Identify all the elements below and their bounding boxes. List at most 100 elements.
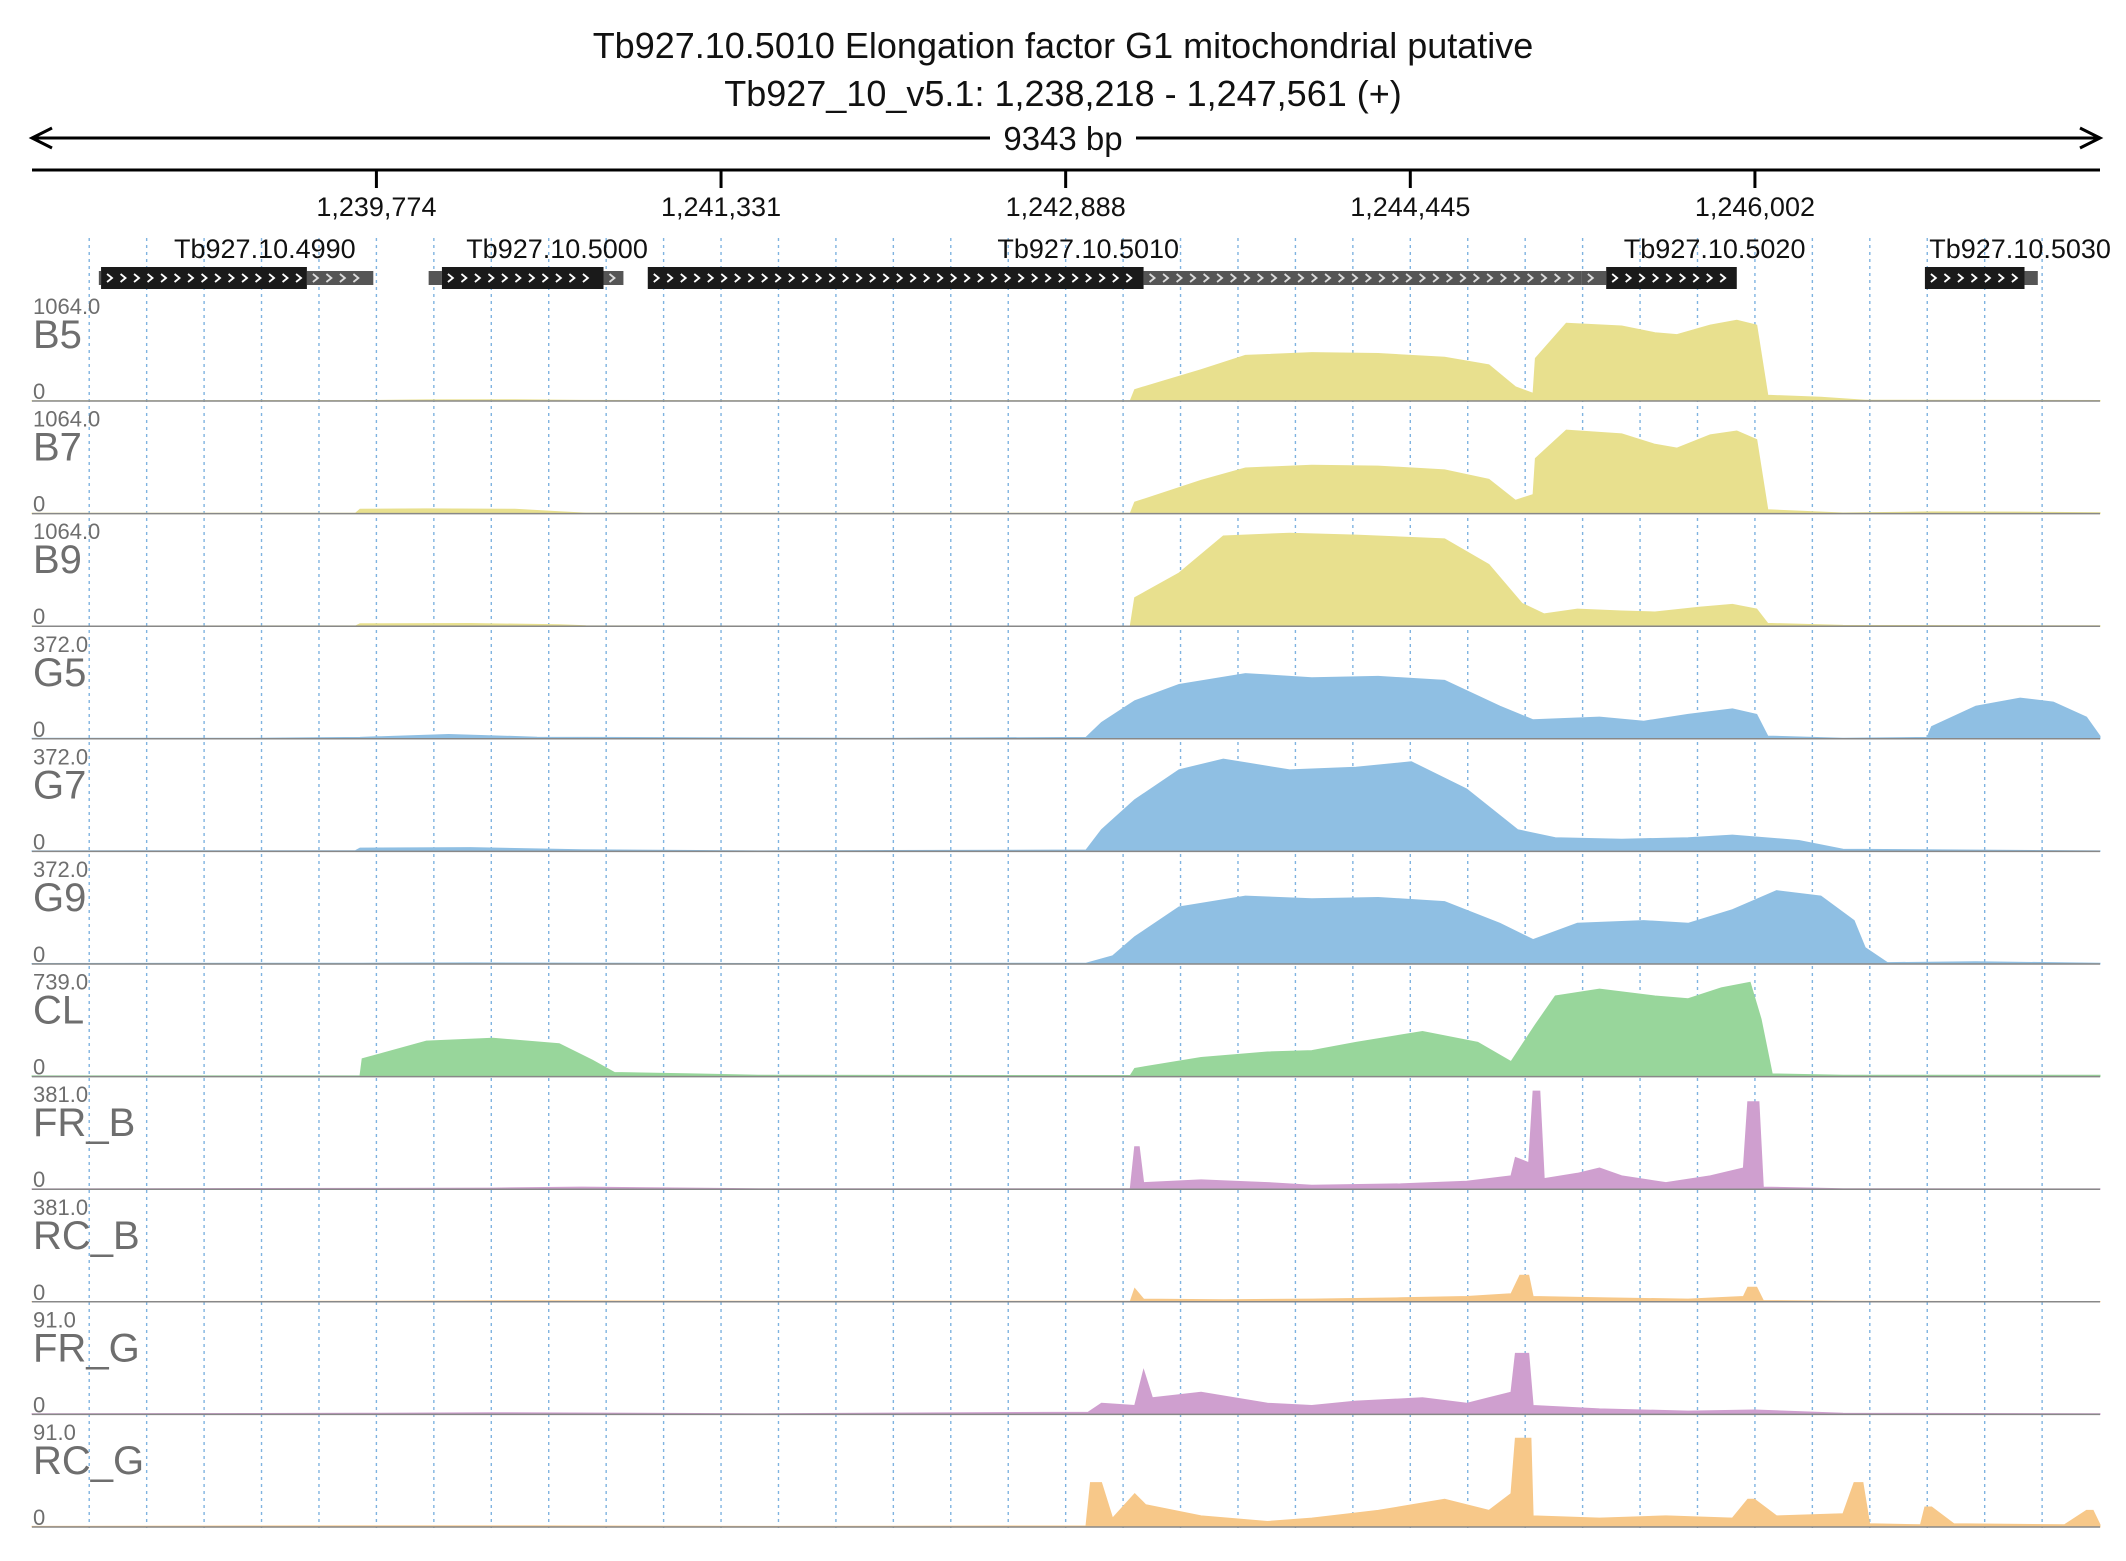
track-cl: 739.0CL 0 xyxy=(31,970,2101,1080)
strand-chevron xyxy=(990,273,998,283)
strand-chevron xyxy=(1176,273,1184,283)
strand-chevron xyxy=(1692,273,1700,283)
strand-chevron xyxy=(869,273,877,283)
coverage-area xyxy=(31,319,2101,402)
strand-chevron xyxy=(1031,273,1039,283)
strand-chevron xyxy=(1230,273,1238,283)
strand-chevron xyxy=(1719,273,1727,283)
track-name-label: G7 xyxy=(33,763,86,807)
track-b5: 1064.0B5 0 xyxy=(31,294,2101,404)
track-zero-label: 0 xyxy=(33,379,45,404)
strand-chevron xyxy=(339,273,347,283)
strand-chevron xyxy=(325,273,333,283)
strand-chevron xyxy=(352,273,360,283)
strand-chevron xyxy=(133,273,141,283)
strand-chevron xyxy=(788,273,796,283)
strand-chevron xyxy=(680,273,688,283)
strand-chevron xyxy=(815,273,823,283)
track-b9: 1064.0B9 0 xyxy=(31,519,2101,629)
gene-Tb927-10-5010: Tb927.10.5010 xyxy=(647,234,1582,289)
track-name-label: FR_B xyxy=(33,1101,135,1145)
strand-chevron xyxy=(501,273,509,283)
strand-chevron xyxy=(1044,273,1052,283)
strand-chevron xyxy=(312,273,320,283)
track-max-label: 372.0 xyxy=(33,857,88,882)
track-max-label: 1064.0 xyxy=(33,519,100,544)
coverage-area xyxy=(31,1090,2101,1190)
strand-chevron xyxy=(447,273,455,283)
strand-chevron xyxy=(1378,273,1386,283)
axis-ticks: 1,239,774 1,241,331 1,242,888 1,244,445 1,24… xyxy=(316,170,1815,222)
gene-utr xyxy=(1143,271,1582,285)
axis-tick-label: 1,241,331 xyxy=(661,192,781,222)
gene-cds xyxy=(441,267,604,289)
track-max-label: 739.0 xyxy=(33,970,88,995)
coverage-area xyxy=(31,981,2101,1078)
coverage-area xyxy=(31,758,2101,852)
strand-chevron xyxy=(474,273,482,283)
axis-tick-label: 1,244,445 xyxy=(1350,192,1470,222)
gene-Tb927-10-5030: Tb927.10.5030 xyxy=(1924,234,2111,289)
strand-chevron xyxy=(774,273,782,283)
strand-chevron xyxy=(1486,273,1494,283)
strand-chevron xyxy=(1125,273,1133,283)
strand-chevron xyxy=(1997,273,2005,283)
track-max-label: 381.0 xyxy=(33,1195,88,1220)
track-name-label: B7 xyxy=(33,426,82,470)
span-arrowhead-left xyxy=(28,126,53,150)
span-arrow: 9343 bp xyxy=(28,120,2104,157)
strand-chevron xyxy=(487,273,495,283)
strand-chevron xyxy=(214,273,222,283)
strand-chevron xyxy=(1665,273,1673,283)
strand-chevron xyxy=(1351,273,1359,283)
strand-chevron xyxy=(1638,273,1646,283)
strand-chevron xyxy=(1500,273,1508,283)
strand-chevron xyxy=(666,273,674,283)
strand-chevron xyxy=(1149,273,1157,283)
gene-Tb927-10-5000: Tb927.10.5000 xyxy=(428,234,648,289)
track-zero-label: 0 xyxy=(33,829,45,854)
track-name-label: FR_G xyxy=(33,1326,140,1370)
strand-chevron xyxy=(1392,273,1400,283)
track-name-label: G5 xyxy=(33,651,86,695)
strand-chevron xyxy=(977,273,985,283)
coverage-tracks: 1064.0B501064.0B701064.0B90372.0G50372.0… xyxy=(31,294,2101,1530)
strand-chevron xyxy=(1017,273,1025,283)
strand-chevron xyxy=(828,273,836,283)
strand-chevron xyxy=(801,273,809,283)
strand-chevron xyxy=(653,273,661,283)
strand-chevron xyxy=(855,273,863,283)
strand-chevron xyxy=(106,273,114,283)
track-zero-label: 0 xyxy=(33,717,45,742)
gene-cds xyxy=(647,267,1144,289)
track-g7: 372.0G7 0 xyxy=(31,744,2101,854)
coverage-area xyxy=(31,532,2101,627)
track-g5: 372.0G5 0 xyxy=(31,632,2101,742)
strand-chevron xyxy=(1311,273,1319,283)
strand-chevron xyxy=(200,273,208,283)
strand-chevron xyxy=(1419,273,1427,283)
strand-chevron xyxy=(241,273,249,283)
strand-chevron xyxy=(119,273,127,283)
strand-chevron xyxy=(1473,273,1481,283)
track-zero-label: 0 xyxy=(33,604,45,629)
strand-chevron xyxy=(1405,273,1413,283)
axis-tick-label: 1,246,002 xyxy=(1695,192,1815,222)
strand-chevron xyxy=(734,273,742,283)
strand-chevron xyxy=(1004,273,1012,283)
strand-chevron xyxy=(1324,273,1332,283)
strand-chevron xyxy=(187,273,195,283)
track-name-label: RC_B xyxy=(33,1214,140,1258)
strand-chevron xyxy=(281,273,289,283)
axis-tick-label: 1,242,888 xyxy=(1006,192,1126,222)
gene-Tb927-10-4990: Tb927.10.4990 xyxy=(98,234,374,289)
gene-utr xyxy=(98,271,102,285)
strand-chevron xyxy=(1957,273,1965,283)
strand-chevron xyxy=(1203,273,1211,283)
strand-chevron xyxy=(146,273,154,283)
strand-chevron xyxy=(1984,273,1992,283)
strand-chevron xyxy=(1652,273,1660,283)
strand-chevron xyxy=(1189,273,1197,283)
gene-label: Tb927.10.5020 xyxy=(1624,234,1806,264)
track-max-label: 372.0 xyxy=(33,632,88,657)
